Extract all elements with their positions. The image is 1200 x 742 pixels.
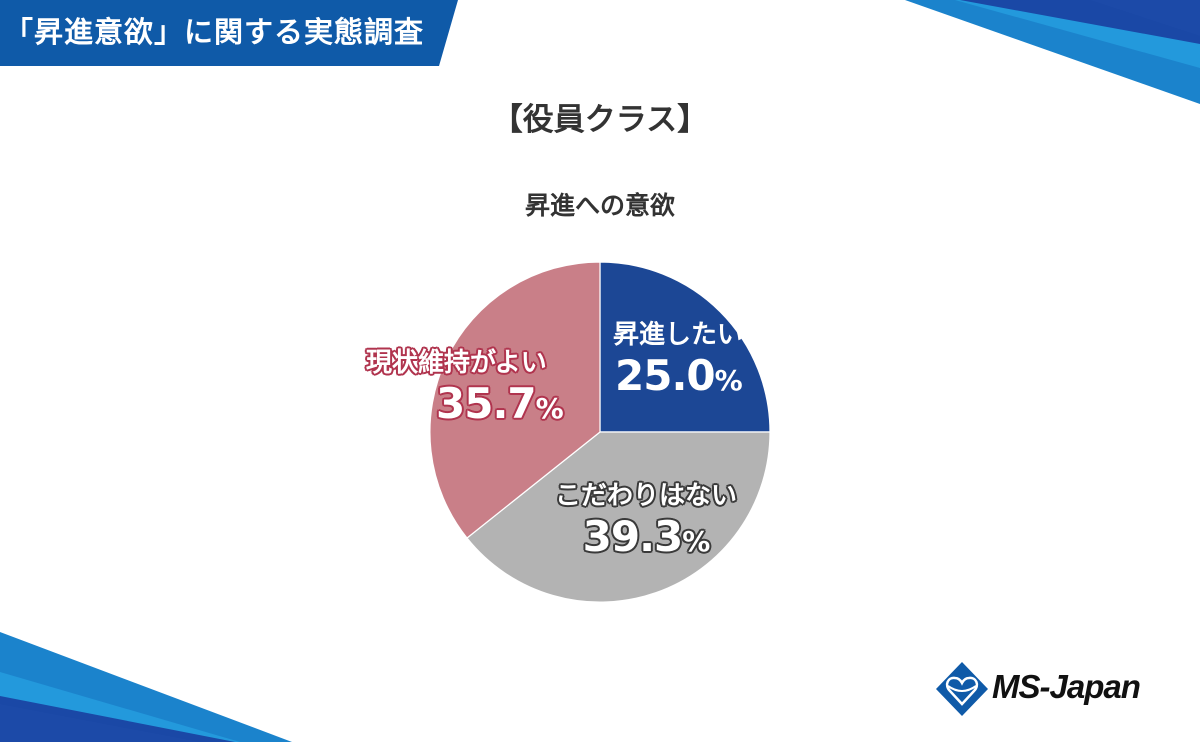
label-value: 39.3% [582,512,711,561]
logo-text: MS-Japan [992,668,1141,705]
label-name: 現状維持がよい [366,348,547,378]
slice-no-preference [466,431,771,603]
slice-keep-status [429,261,601,539]
page-title: 「昇進意欲」に関する実態調査 [4,15,425,49]
label-name: こだわりはない [554,481,737,511]
category-title: 【役員クラス】 [491,102,709,138]
header-band [0,0,458,66]
ms-japan-logo: MS-Japan [934,660,1164,720]
label-name: 昇進したい [613,320,744,350]
label-no-preference: こだわりはない 39.3% [526,475,766,561]
chart-title: 昇進への意欲 [524,191,675,220]
label-value: 25.0% [615,351,743,400]
label-want-promotion: 昇進したい 25.0% [613,314,743,400]
label-value: 35.7% [436,379,564,428]
label-keep-status: 現状維持がよい 35.7% [350,342,564,428]
heart-diamond-icon [936,662,988,716]
slice-want-promotion [599,261,771,433]
